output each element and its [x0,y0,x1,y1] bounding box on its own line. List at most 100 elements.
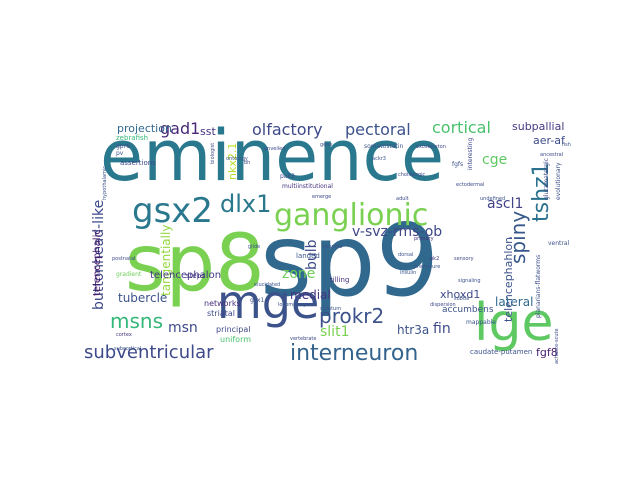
word-pv: pv [116,150,124,157]
word-tilling: tilling [330,276,349,284]
word-zone: zone [282,266,315,282]
word-accumbens: accumbens [442,305,494,315]
word-biologist: biologist [210,143,216,164]
word-subventricular: subventricular [84,342,214,363]
word-gsx2: gsx2 [132,191,213,231]
word-v-svz-rms-ob: v-svz-rms-ob [352,224,442,240]
word-emerge: emerge [312,194,331,200]
word-pak3: pak3 [280,173,295,180]
word-cortex: cortex [116,332,132,338]
word-dorsal: dorsal [398,252,413,258]
word-lateral: lateral [495,295,533,309]
word-lge: lge [474,293,553,353]
word-uniform: uniform [220,335,251,344]
word-gad1: gad1 [160,119,200,138]
word-subtle: subtle [454,296,469,302]
word-ectodermal: ectodermal [456,182,484,188]
word-msn: msn [168,320,198,336]
word-eminence: eminence [100,115,444,197]
word-telencephalic: telencephalic [92,229,103,296]
word-pectoral: pectoral [345,120,411,139]
word-tangentially: tangentially [159,225,173,296]
word-zebrafish: zebrafish [116,134,148,142]
word-hypothalamic: hypothalamic [102,166,108,200]
word-undefined: undefined [480,196,505,202]
word-caudate-putamen: caudate-putamen [470,348,532,356]
word-signaling: signaling [458,278,481,284]
word-insulin: insulin [400,270,416,276]
word-glutamatergic: glutamatergic [543,158,550,200]
word-bh: bh [244,160,250,166]
word-tubercle: tubercle [118,291,167,305]
word-gpr6: gpr6 [116,143,130,150]
word-ventral: ventral [548,240,570,247]
word-interneuron: interneuron [290,341,418,366]
word-htr3a: htr3a [397,323,429,337]
word-principal: principal [216,325,250,334]
word-striatal: striatal [207,309,235,318]
word-somatostatin: somatostatin [364,143,404,150]
word-landed: landed [296,252,320,260]
word-glide: glide [248,244,260,250]
word-networks: networks [204,299,241,308]
word-cortical: cortical [432,118,491,137]
word-achaete-scute: achaete-scute [554,328,560,364]
word-unveiled: unveiled [264,146,285,152]
word-sensory: sensory [454,256,474,262]
word-mge: mge [217,275,319,329]
word-sp9: sp9 [260,202,439,319]
word-subpallial: subpallial [512,120,564,133]
word-fgfs: fgfs [452,161,463,168]
word-telencephahlon: telencephahlon [502,237,515,322]
word-cge: cge [482,152,507,168]
word-subcortical: subcortical [114,346,141,352]
word-telencephalon: telencephalon [150,270,221,281]
word-olfactory: olfactory [252,120,323,139]
word-ancestral: ancestral [540,152,563,158]
word-vertebrate: vertebrate [290,336,316,342]
word-prokr2: prokr2 [319,304,384,328]
word-medial: medial [290,288,331,302]
word-ontology: ontology [226,156,248,162]
word-postnatal: postnatal [112,256,135,262]
word-sp8: sp8 [125,219,265,309]
word-neurons: neurons [322,244,343,250]
word-primary: primary [414,236,434,242]
word-premature: premature [414,264,440,270]
word-mappable: mappable [466,319,496,326]
word-slit1: slit1 [320,324,349,340]
word-cholinergic: cholinergic [398,172,426,178]
word-exoskeleton: exoskeleton [416,144,446,150]
word-sst: sst [200,125,216,138]
word-bulb: bulb [304,239,320,270]
word-aer-af: aer-af [533,134,566,147]
word-gsx1: gsx1 [250,297,264,304]
word-spiny: spiny [506,211,530,264]
word-gene: gene [320,142,333,148]
word-assertions: assertions [120,159,156,167]
word-dlx1: dlx1 [220,190,271,218]
word-msns: msns [110,309,163,333]
word-ganglionic: ganglionic [274,198,428,233]
word-elucidated: elucidated [254,282,280,288]
word-steps: steps [186,272,205,280]
word-fgf8: fgf8 [536,346,558,359]
word-fish: fish [562,142,571,148]
word-gradient: gradient [116,271,142,278]
word-interesting: interesting [467,138,474,170]
word-evolutionary: evolutionary [555,162,562,200]
word-projection: projection [117,122,172,135]
word-fin: fin [433,321,451,337]
word-xhoxd1: xhoxd1 [440,288,480,301]
word-multiinstitutional: multiinstitutional [282,183,333,190]
word-pk2: pk2 [430,256,439,262]
word-ackr3: ackr3 [372,156,386,162]
word-locomotory: locomotory [278,302,306,308]
word-striatum: striatum [320,306,341,312]
word-ascl1: ascl1 [487,196,523,212]
word-adult: adult [396,196,409,202]
word-nkx2.1: nkx2.1 [226,143,239,180]
word-dispersion: dispersion [430,302,456,308]
word-buttonhead-like: buttonhead-like [91,200,107,310]
